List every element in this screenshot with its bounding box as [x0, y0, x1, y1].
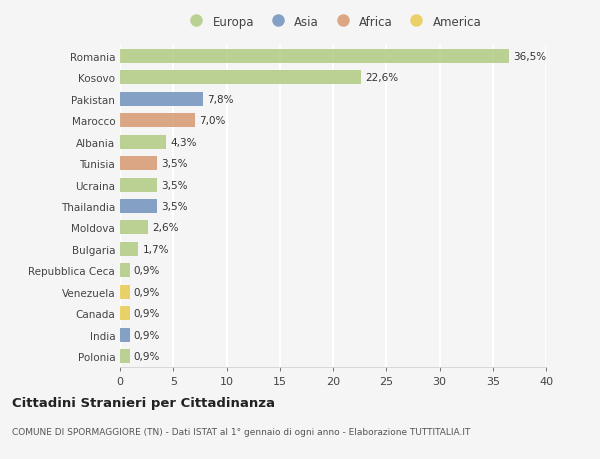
- Text: 4,3%: 4,3%: [170, 137, 197, 147]
- Text: 7,8%: 7,8%: [208, 95, 234, 105]
- Bar: [120, 285, 130, 299]
- Text: 22,6%: 22,6%: [365, 73, 398, 83]
- Text: 3,5%: 3,5%: [161, 202, 188, 212]
- Bar: [120, 350, 130, 364]
- Text: 2,6%: 2,6%: [152, 223, 178, 233]
- Text: 3,5%: 3,5%: [161, 180, 188, 190]
- Bar: [120, 178, 157, 192]
- Bar: [120, 264, 130, 278]
- Text: 1,7%: 1,7%: [142, 244, 169, 254]
- Bar: [120, 307, 130, 320]
- Text: 0,9%: 0,9%: [134, 287, 160, 297]
- Text: 7,0%: 7,0%: [199, 116, 225, 126]
- Text: 0,9%: 0,9%: [134, 352, 160, 362]
- Bar: [120, 135, 166, 149]
- Text: 3,5%: 3,5%: [161, 159, 188, 169]
- Text: 0,9%: 0,9%: [134, 308, 160, 319]
- Text: COMUNE DI SPORMAGGIORE (TN) - Dati ISTAT al 1° gennaio di ogni anno - Elaborazio: COMUNE DI SPORMAGGIORE (TN) - Dati ISTAT…: [12, 427, 470, 436]
- Bar: [120, 221, 148, 235]
- Text: 0,9%: 0,9%: [134, 330, 160, 340]
- Bar: [120, 92, 203, 106]
- Text: 36,5%: 36,5%: [513, 51, 546, 62]
- Bar: [120, 242, 138, 256]
- Legend: Europa, Asia, Africa, America: Europa, Asia, Africa, America: [182, 13, 484, 31]
- Text: 0,9%: 0,9%: [134, 266, 160, 276]
- Bar: [120, 114, 194, 128]
- Text: Cittadini Stranieri per Cittadinanza: Cittadini Stranieri per Cittadinanza: [12, 396, 275, 409]
- Bar: [120, 71, 361, 85]
- Bar: [120, 157, 157, 171]
- Bar: [120, 328, 130, 342]
- Bar: [120, 50, 509, 63]
- Bar: [120, 200, 157, 213]
